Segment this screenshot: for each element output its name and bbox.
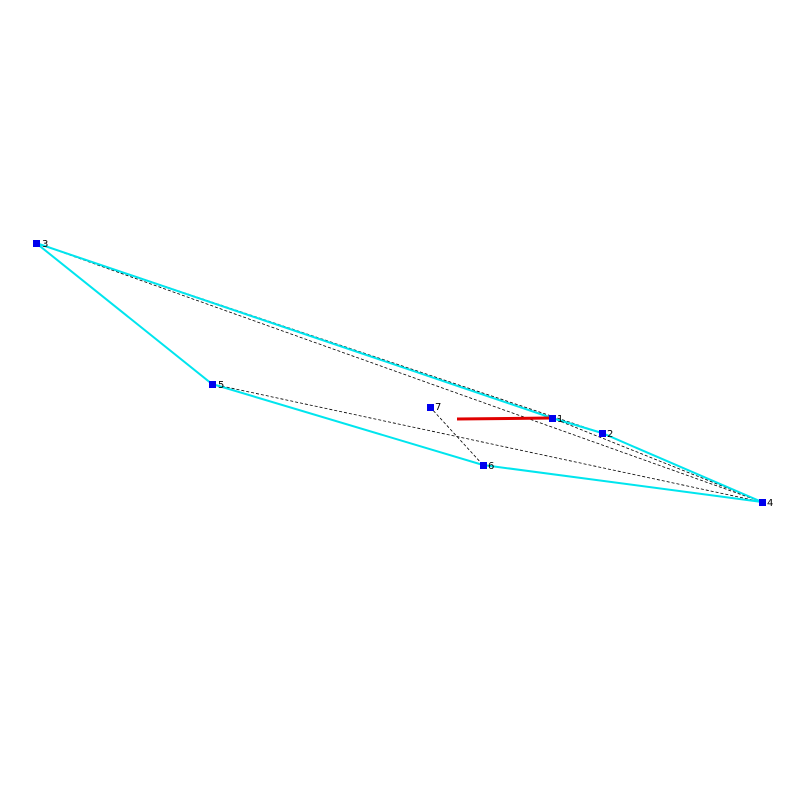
node-label: 7 bbox=[435, 402, 441, 413]
node-label: 3 bbox=[42, 239, 48, 250]
node-marker bbox=[209, 381, 216, 388]
dashed-lines bbox=[35, 242, 763, 503]
nodes: 3 5 7 1 2 6 4 bbox=[33, 239, 773, 509]
node-marker bbox=[427, 404, 434, 411]
dashed-edge bbox=[429, 406, 484, 466]
node-marker bbox=[759, 499, 766, 506]
node-label: 5 bbox=[218, 380, 224, 391]
dashed-edge bbox=[35, 242, 763, 503]
node-label: 4 bbox=[767, 498, 773, 509]
node-marker bbox=[480, 462, 487, 469]
node-label: 1 bbox=[557, 414, 563, 425]
dashed-edge bbox=[35, 242, 603, 434]
dashed-edge bbox=[551, 417, 763, 503]
node-marker bbox=[549, 415, 556, 422]
node-marker bbox=[33, 240, 40, 247]
red-segment bbox=[456, 416, 553, 421]
dashed-edge bbox=[211, 383, 763, 503]
node-label: 6 bbox=[488, 461, 494, 472]
node-label: 2 bbox=[607, 429, 613, 440]
node-marker bbox=[599, 430, 606, 437]
